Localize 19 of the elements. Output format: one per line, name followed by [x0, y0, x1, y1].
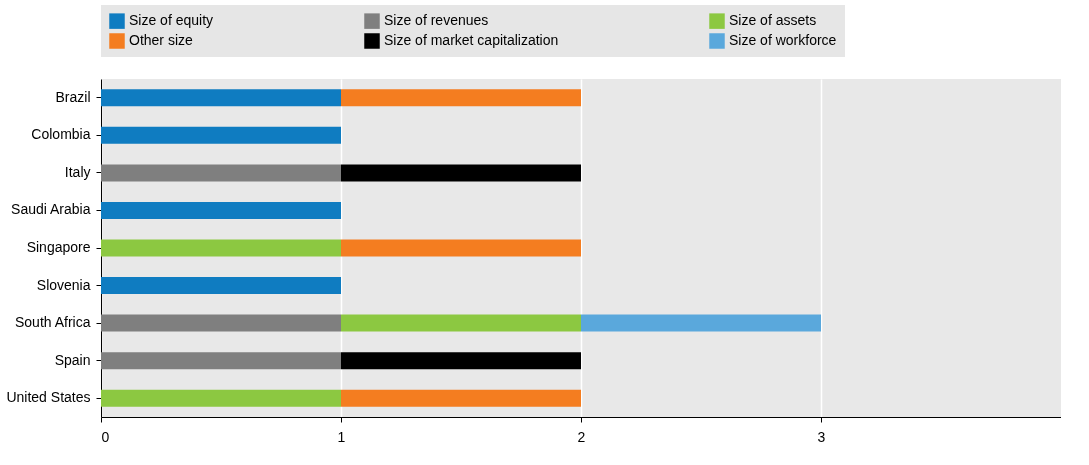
x-tick-label: 0 — [101, 428, 110, 445]
x-tick-label: 3 — [817, 428, 826, 445]
y-tick-label: Singapore — [26, 239, 91, 255]
legend-label: Size of market capitalization — [384, 32, 559, 48]
y-tick-label: United States — [6, 389, 91, 406]
y-tick-label: Italy — [64, 163, 91, 180]
legend-label: Other size — [129, 32, 194, 48]
y-tick-label: Colombia — [31, 126, 91, 143]
x-tick-label: 2 — [577, 428, 586, 445]
y-tick-label: Slovenia — [36, 276, 91, 293]
y-tick-label: Saudi Arabia — [11, 201, 91, 218]
legend-label: Size of revenues — [384, 12, 489, 29]
legend-label: Size of equity — [129, 12, 214, 29]
legend-label: Size of assets — [729, 12, 817, 29]
y-tick-label: South Africa — [15, 314, 91, 331]
y-tick-label: Brazil — [55, 88, 91, 105]
y-tick-label: Spain — [54, 351, 91, 368]
x-tick-label: 1 — [337, 428, 346, 445]
legend-label: Size of workforce — [729, 32, 837, 48]
